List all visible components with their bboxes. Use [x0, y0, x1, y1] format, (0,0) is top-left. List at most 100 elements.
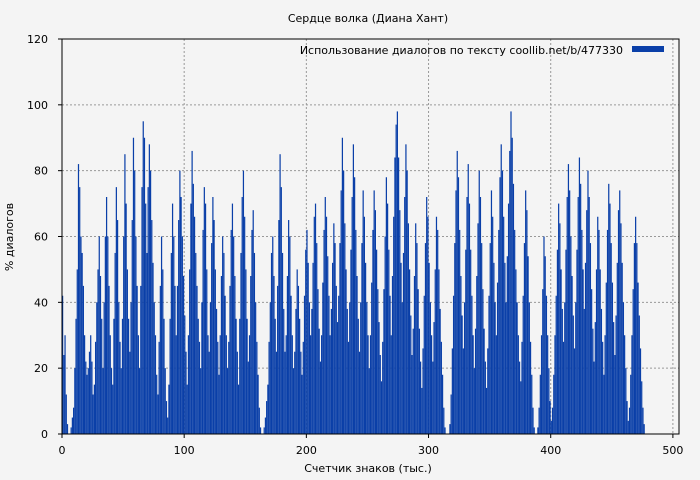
- bar: [334, 243, 336, 434]
- bar: [115, 187, 117, 435]
- bar: [297, 285, 300, 435]
- bar: [402, 252, 405, 434]
- y-axis-label: % диалогов: [3, 203, 16, 271]
- bar: [213, 220, 215, 434]
- bar: [368, 368, 370, 434]
- bar: [507, 203, 510, 434]
- bar: [455, 190, 457, 434]
- bar: [456, 150, 458, 435]
- bar: [151, 220, 153, 434]
- bar: [218, 374, 220, 434]
- bar: [226, 368, 229, 434]
- bar: [463, 302, 466, 434]
- bar: [369, 335, 372, 434]
- bar: [239, 318, 241, 434]
- bar: [444, 427, 446, 434]
- bar: [477, 223, 479, 434]
- bar: [330, 308, 333, 434]
- bar: [234, 276, 236, 434]
- bar: [112, 384, 114, 435]
- bar: [515, 269, 517, 434]
- bar: [313, 216, 315, 434]
- bar: [437, 229, 439, 434]
- bar: [620, 223, 622, 434]
- x-tick-label: 100: [174, 444, 195, 457]
- bar: [544, 256, 546, 434]
- bar: [435, 216, 438, 434]
- bar: [388, 249, 390, 434]
- y-tick-label: 60: [34, 231, 48, 244]
- bar: [212, 197, 214, 434]
- bar: [175, 335, 177, 434]
- bar: [569, 190, 571, 434]
- bar: [79, 187, 81, 435]
- bar: [321, 335, 323, 434]
- bar: [295, 308, 297, 434]
- bar: [589, 243, 592, 434]
- bar: [81, 252, 83, 434]
- bar: [566, 197, 568, 434]
- bar: [467, 164, 469, 434]
- bar: [386, 203, 389, 434]
- bar: [258, 407, 260, 434]
- bar: [351, 197, 353, 434]
- bar: [126, 269, 128, 434]
- bar: [361, 243, 363, 434]
- bar: [202, 229, 204, 434]
- bar: [279, 154, 281, 434]
- bar: [344, 223, 346, 434]
- bar: [522, 295, 524, 434]
- bar: [63, 355, 65, 434]
- legend-label: Использование диалогов по тексту coollib…: [300, 44, 623, 57]
- bar: [319, 361, 322, 434]
- bar: [372, 229, 374, 434]
- bar: [512, 183, 515, 434]
- bar: [509, 150, 511, 435]
- bar: [300, 351, 302, 434]
- bar: [200, 368, 202, 434]
- bar: [108, 285, 110, 435]
- bar: [540, 335, 543, 434]
- bar: [103, 302, 105, 434]
- bar: [223, 252, 225, 434]
- bar: [251, 229, 253, 434]
- bar: [404, 197, 406, 434]
- x-tick-label: 400: [540, 444, 561, 457]
- y-tick-label: 80: [34, 165, 48, 178]
- bar: [82, 285, 84, 435]
- bar: [514, 229, 516, 434]
- x-tick-label: 300: [418, 444, 439, 457]
- bar: [549, 401, 551, 434]
- bar: [539, 374, 541, 434]
- bar: [290, 295, 292, 434]
- bar: [630, 374, 632, 434]
- bar: [152, 262, 154, 434]
- bar: [558, 203, 560, 434]
- bar: [400, 262, 402, 434]
- bar: [575, 302, 577, 434]
- bar: [132, 137, 135, 434]
- bar: [284, 351, 286, 434]
- bar: [600, 308, 603, 434]
- bar: [178, 220, 180, 434]
- bar: [373, 190, 375, 434]
- bar: [255, 302, 257, 434]
- bar: [277, 285, 279, 435]
- bar: [452, 295, 455, 434]
- bar: [443, 407, 445, 434]
- bar: [434, 269, 436, 434]
- bar: [397, 157, 400, 434]
- bar: [215, 308, 218, 434]
- bar: [625, 368, 627, 434]
- bar: [289, 236, 291, 434]
- bar: [148, 144, 150, 434]
- bar: [317, 289, 319, 434]
- bar: [312, 262, 314, 434]
- bar: [396, 111, 398, 435]
- bar: [529, 341, 532, 434]
- bar: [503, 216, 505, 434]
- bar: [116, 220, 119, 434]
- bar: [390, 335, 392, 434]
- bar: [527, 256, 529, 434]
